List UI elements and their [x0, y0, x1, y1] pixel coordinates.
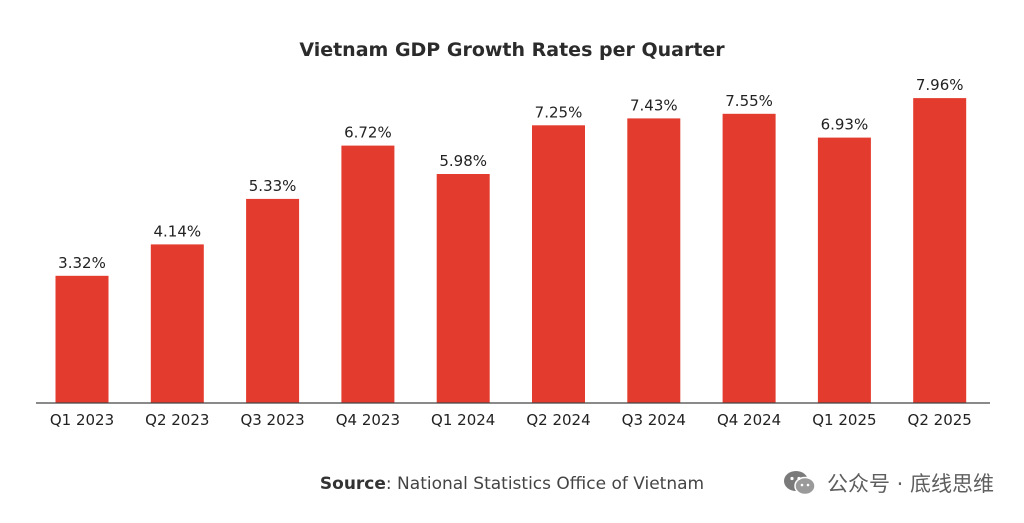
bar-q1-2023 [55, 275, 109, 403]
value-label: 7.43% [630, 96, 678, 114]
value-label: 7.96% [916, 76, 964, 94]
value-label: 5.98% [439, 152, 487, 170]
wechat-icon [783, 471, 816, 496]
bar-q1-2025 [817, 137, 871, 403]
bar-q4-2024 [722, 113, 776, 404]
value-label: 7.25% [535, 103, 583, 121]
bar-q2-2025 [913, 98, 967, 403]
x-tick-label: Q2 2024 [526, 411, 590, 429]
value-label: 5.33% [249, 177, 297, 195]
value-label: 7.55% [725, 92, 773, 110]
source-label: Source [319, 474, 386, 494]
value-label: 6.93% [821, 116, 869, 134]
bar-q4-2023 [341, 145, 395, 403]
watermark-text: 公众号 · 底线思维 [826, 472, 994, 496]
x-tick-label: Q3 2023 [240, 411, 304, 429]
x-tick-label: Q2 2025 [908, 411, 972, 429]
bar-q3-2023 [246, 198, 300, 403]
x-tick-label: Q1 2024 [431, 411, 495, 429]
value-label: 4.14% [153, 222, 201, 240]
chart-title: Vietnam GDP Growth Rates per Quarter [299, 39, 725, 61]
bar-q2-2024 [532, 125, 585, 404]
source-note: Source: National Statistics Office of Vi… [0, 474, 1024, 494]
x-tick-label: Q1 2023 [50, 411, 114, 429]
bars-layer: 3.32% Q1 2023 4.14% Q2 2023 5.33% Q3 2023 6.72… [50, 76, 972, 429]
value-label: 6.72% [344, 124, 392, 142]
x-tick-label: Q1 2025 [812, 411, 876, 429]
watermark: 公众号 · 底线思维 [783, 468, 994, 498]
x-tick-label: Q4 2024 [717, 411, 781, 429]
source-text: : National Statistics Office of Vietnam [385, 474, 705, 494]
bar-q3-2024 [627, 118, 681, 404]
x-tick-label: Q4 2023 [336, 411, 400, 429]
x-tick-label: Q3 2024 [622, 411, 686, 429]
value-label: 3.32% [58, 254, 106, 272]
bar-q1-2024 [436, 174, 490, 403]
x-tick-label: Q2 2023 [145, 411, 209, 429]
bar-q2-2023 [150, 244, 204, 403]
